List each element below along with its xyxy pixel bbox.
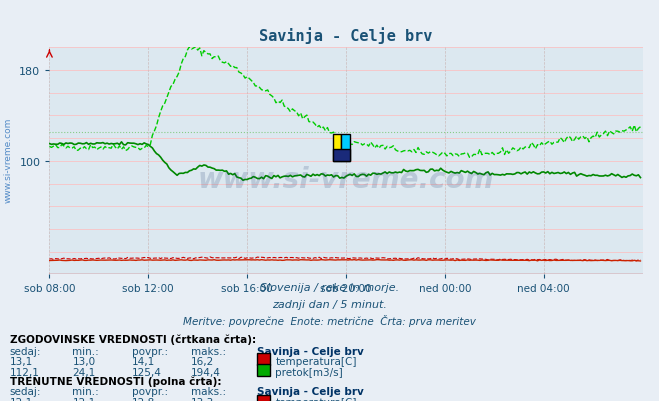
- Text: www.si-vreme.com: www.si-vreme.com: [3, 118, 13, 203]
- Text: sedaj:: sedaj:: [10, 386, 42, 396]
- Text: temperatura[C]: temperatura[C]: [275, 397, 357, 401]
- Text: TRENUTNE VREDNOSTI (polna črta):: TRENUTNE VREDNOSTI (polna črta):: [10, 375, 221, 386]
- Text: temperatura[C]: temperatura[C]: [275, 356, 357, 366]
- Text: pretok[m3/s]: pretok[m3/s]: [275, 367, 343, 377]
- Text: 125,4: 125,4: [132, 367, 161, 377]
- Text: 12,1: 12,1: [72, 397, 96, 401]
- Text: Slovenija / reke in morje.: Slovenija / reke in morje.: [260, 283, 399, 293]
- Text: zadnji dan / 5 minut.: zadnji dan / 5 minut.: [272, 300, 387, 310]
- Text: 12,1: 12,1: [10, 397, 33, 401]
- Text: 13,0: 13,0: [72, 356, 96, 366]
- FancyBboxPatch shape: [333, 134, 341, 162]
- Text: www.si-vreme.com: www.si-vreme.com: [198, 166, 494, 194]
- Text: sedaj:: sedaj:: [10, 346, 42, 356]
- Text: povpr.:: povpr.:: [132, 386, 168, 396]
- Text: povpr.:: povpr.:: [132, 346, 168, 356]
- Text: 14,1: 14,1: [132, 356, 155, 366]
- Text: Savinja - Celje brv: Savinja - Celje brv: [257, 386, 364, 396]
- Text: min.:: min.:: [72, 386, 100, 396]
- Title: Savinja - Celje brv: Savinja - Celje brv: [259, 27, 433, 44]
- Text: 13,1: 13,1: [10, 356, 33, 366]
- Text: maks.:: maks.:: [191, 386, 226, 396]
- Text: 112,1: 112,1: [10, 367, 40, 377]
- Text: Savinja - Celje brv: Savinja - Celje brv: [257, 346, 364, 356]
- Text: 24,1: 24,1: [72, 367, 96, 377]
- Text: maks.:: maks.:: [191, 346, 226, 356]
- Text: Meritve: povprečne  Enote: metrične  Črta: prva meritev: Meritve: povprečne Enote: metrične Črta:…: [183, 314, 476, 326]
- Text: 12,8: 12,8: [132, 397, 155, 401]
- Text: ZGODOVINSKE VREDNOSTI (črtkana črta):: ZGODOVINSKE VREDNOSTI (črtkana črta):: [10, 333, 256, 344]
- FancyBboxPatch shape: [333, 149, 349, 162]
- Text: 194,4: 194,4: [191, 367, 221, 377]
- Text: min.:: min.:: [72, 346, 100, 356]
- FancyBboxPatch shape: [341, 134, 349, 162]
- Text: 16,2: 16,2: [191, 356, 214, 366]
- Text: 13,3: 13,3: [191, 397, 214, 401]
